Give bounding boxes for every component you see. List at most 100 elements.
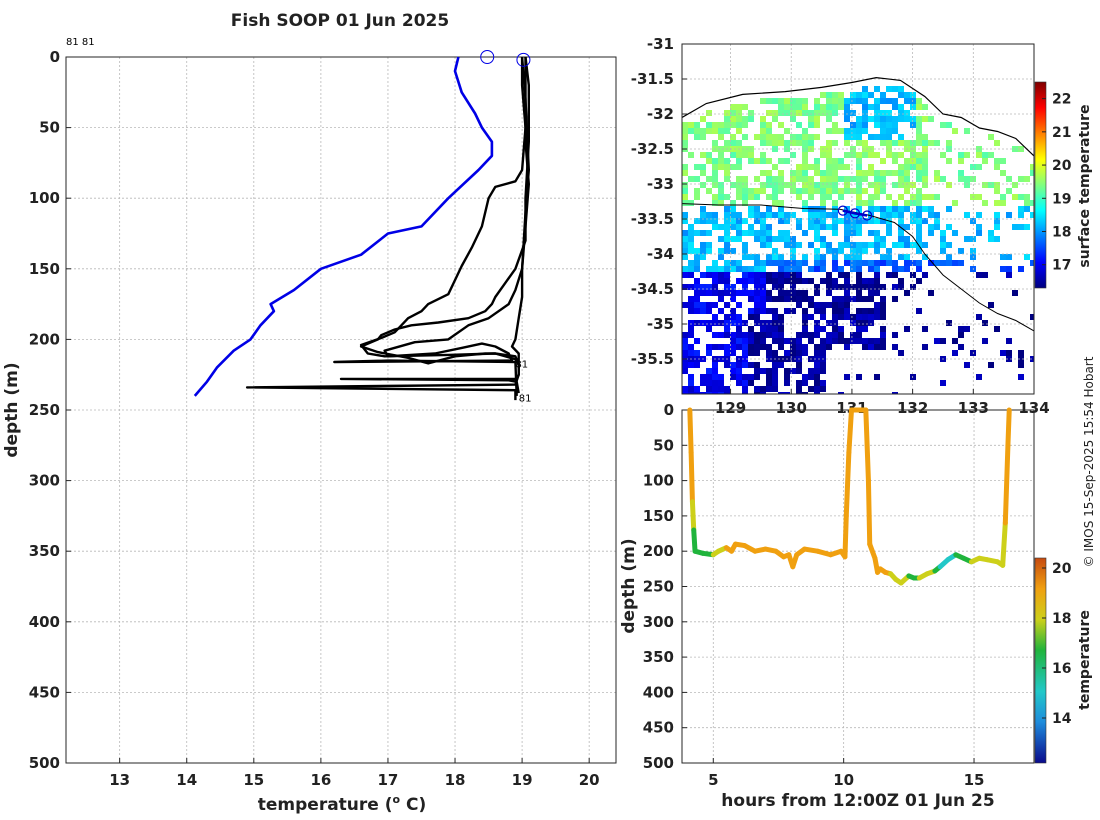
map-sst-pixel [856,266,862,272]
map-sst-pixel [742,134,748,140]
map-sst-pixel [802,140,808,146]
map-sst-pixel [688,296,694,302]
map-sst-pixel [808,212,814,218]
map-sst-pixel [802,158,808,164]
profile-grid [66,56,616,764]
map-ticks: 129130131132133134-31-31.5-32-32.5-33-33… [631,35,1050,417]
map-sst-pixel [1030,164,1034,170]
map-sst-pixel [796,98,802,104]
map-sst-pixel [820,350,826,356]
map-sst-pixel [856,242,862,248]
map-sst-pixel [862,326,868,332]
map-sst-pixel [754,302,760,308]
map-sst-pixel [892,332,898,338]
map-sst-pixel [778,104,784,110]
map-sst-pixel [808,242,814,248]
timeseries-track-segment [843,449,852,519]
map-sst-pixel [982,200,988,206]
map-sst-pixel [958,158,964,164]
profile-ticks: 13 14 15 16 17 18 19 20050100150200250300350400… [29,48,600,789]
map-sst-pixel [826,110,832,116]
map-sst-pixel [736,344,742,350]
map-sst-pixel [838,338,844,344]
map-sst-pixel [754,188,760,194]
map-sst-pixel [916,224,922,230]
map-sst-pixel [760,122,766,128]
map-sst-pixel [988,152,994,158]
map-sst-pixel [826,116,832,122]
map-sst-pixel [688,386,694,392]
map-sst-pixel [874,242,880,248]
map-sst-pixel [712,224,718,230]
map-sst-pixel [790,182,796,188]
map-sst-pixel [904,188,910,194]
map-sst-pixel [796,344,802,350]
map-sst-pixel [832,218,838,224]
map-sst-pixel [814,368,820,374]
map-sst-pixel [832,308,838,314]
map-sst-pixel [778,392,784,394]
map-sst-pixel [730,134,736,140]
map-y-tick-label: -34.5 [631,280,674,298]
map-sst-pixel [952,350,958,356]
map-sst-pixel [766,368,772,374]
map-sst-pixel [778,320,784,326]
map-sst-pixel [718,182,724,188]
map-sst-pixel [1018,212,1024,218]
map-sst-pixel [796,134,802,140]
map-sst-pixel [970,176,976,182]
map-sst-pixel [814,374,820,380]
map-sst-pixel [682,350,688,356]
map-sst-pixel [790,272,796,278]
map-sst-pixel [784,242,790,248]
map-sst-pixel [706,158,712,164]
map-sst-pixel [718,374,724,380]
map-sst-pixel [820,362,826,368]
map-sst-pixel [832,314,838,320]
map-sst-pixel [802,326,808,332]
map-sst-pixel [754,284,760,290]
map-sst-pixel [868,104,874,110]
map-sst-pixel [856,308,862,314]
map-sst-pixel [946,140,952,146]
map-sst-pixel [742,338,748,344]
profile-y-tick-label: 50 [39,119,60,137]
map-sst-pixel [898,236,904,242]
map-sst-pixel [880,206,886,212]
map-sst-pixel [874,284,880,290]
map-sst-pixel [904,242,910,248]
map-sst-pixel [718,194,724,200]
map-sst-pixel [928,140,934,146]
map-sst-pixel [994,326,1000,332]
profile-y-tick-label: 400 [29,613,60,631]
map-sst-pixel [736,374,742,380]
timeseries-y-tick-label: 300 [643,613,674,631]
map-sst-pixel [724,242,730,248]
map-sst-pixel [712,158,718,164]
map-sst-pixel [802,146,808,152]
profile-x-tick-label: 17 [378,771,399,789]
map-colorbar-ticks: 17 18 19 20 21 22 [1042,92,1072,274]
map-sst-pixel [916,260,922,266]
map-sst-pixel [784,98,790,104]
map-sst-pixel [760,326,766,332]
map-sst-pixel [844,230,850,236]
map-sst-pixel [856,206,862,212]
map-sst-pixel [778,284,784,290]
map-sst-pixel [862,110,868,116]
map-sst-pixel [808,218,814,224]
map-sst-pixel [772,236,778,242]
map-sst-pixels [682,86,1034,394]
map-sst-pixel [754,176,760,182]
map-sst-pixel [1000,158,1006,164]
map-sst-pixel [796,176,802,182]
map-sst-pixel [694,230,700,236]
map-sst-pixel [730,116,736,122]
map-sst-pixel [892,170,898,176]
map-sst-pixel [742,356,748,362]
map-sst-pixel [904,140,910,146]
map-sst-pixel [928,116,934,122]
map-sst-pixel [730,266,736,272]
map-sst-pixel [940,338,946,344]
